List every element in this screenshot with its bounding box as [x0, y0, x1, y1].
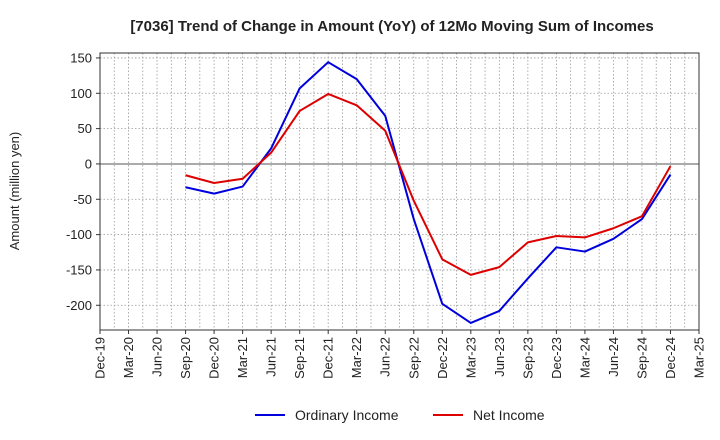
x-tick-label: Dec-22 — [435, 337, 450, 379]
grid — [100, 53, 699, 330]
legend-label-ordinary-income: Ordinary Income — [295, 407, 399, 423]
x-tick-label: Sep-21 — [292, 337, 307, 379]
plot-area — [99, 52, 700, 331]
x-tick-label: Mar-24 — [577, 337, 592, 378]
y-axis-label: Amount (million yen) — [7, 132, 22, 251]
x-tick-label: Dec-24 — [663, 337, 678, 379]
series-ordinary-income-line — [185, 61, 672, 324]
legend-label-net-income: Net Income — [473, 407, 545, 423]
x-tick-label: Dec-21 — [321, 337, 336, 379]
y-tick-label: -50 — [73, 192, 92, 207]
x-tick-label: Mar-23 — [463, 337, 478, 378]
x-tick-label: Jun-23 — [492, 337, 507, 377]
x-tick-label: Sep-24 — [634, 337, 649, 379]
legend: Ordinary Income Net Income — [255, 407, 545, 423]
series-net-income-line — [185, 92, 672, 276]
x-tick-label: Dec-19 — [93, 337, 108, 379]
y-tick-label: 0 — [85, 156, 92, 171]
x-tick-label: Jun-22 — [378, 337, 393, 377]
x-tick-label: Sep-22 — [406, 337, 421, 379]
x-tick-label: Dec-23 — [549, 337, 564, 379]
series-lines — [185, 61, 672, 324]
x-tick-label: Dec-20 — [207, 337, 222, 379]
x-tick-label: Mar-22 — [349, 337, 364, 378]
y-tick-label: -200 — [66, 298, 92, 313]
chart-title: [7036] Trend of Change in Amount (YoY) o… — [130, 18, 653, 35]
x-tick-label: Jun-21 — [264, 337, 279, 377]
y-tick-label: -100 — [66, 227, 92, 242]
x-tick-label: Mar-21 — [235, 337, 250, 378]
x-tick-label: Jun-24 — [606, 337, 621, 377]
y-tick-label: 100 — [70, 86, 92, 101]
x-tick-label: Jun-20 — [150, 337, 165, 377]
y-tick-label: 50 — [78, 121, 92, 136]
x-tick-label: Mar-20 — [121, 337, 136, 378]
x-tick-label: Mar-25 — [692, 337, 707, 378]
y-tick-label: 150 — [70, 50, 92, 65]
y-tick-label: -150 — [66, 262, 92, 277]
x-axis-ticks: Dec-19 Mar-20 Jun-20 Sep-20 Dec-20 Mar-21 Jun-… — [93, 330, 707, 379]
x-tick-label: Sep-20 — [178, 337, 193, 379]
x-tick-label: Sep-23 — [520, 337, 535, 379]
y-axis-ticks: 150 100 50 0 -50 -100 -150 -200 — [66, 50, 100, 313]
